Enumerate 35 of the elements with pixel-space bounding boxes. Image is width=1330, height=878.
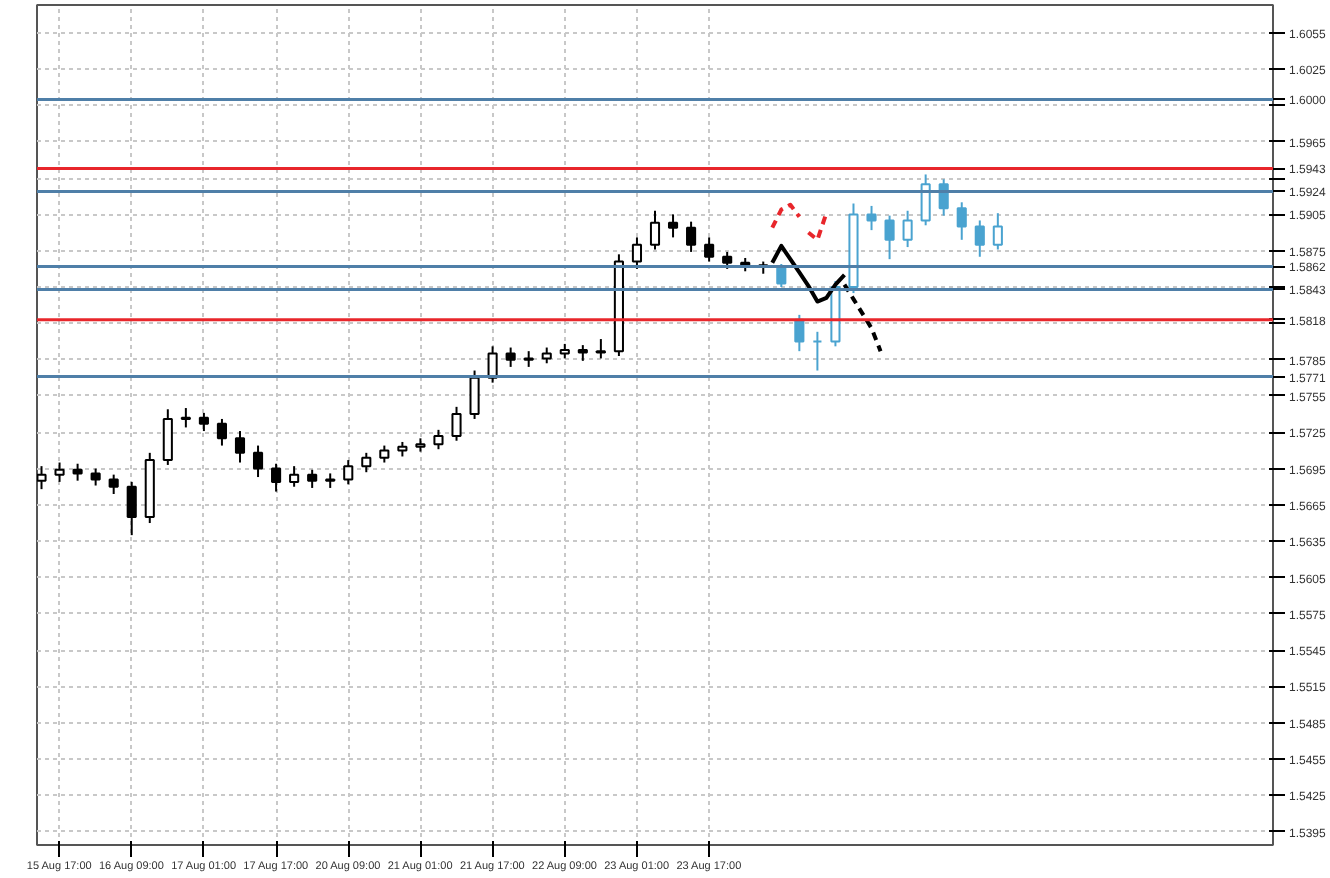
candlestick bbox=[180, 407, 191, 429]
candlestick bbox=[866, 204, 877, 232]
candlestick bbox=[271, 462, 282, 493]
candlestick bbox=[433, 428, 444, 451]
candlestick bbox=[289, 465, 300, 488]
candlestick bbox=[162, 408, 173, 466]
candlestick bbox=[884, 214, 895, 261]
candlestick bbox=[704, 236, 715, 263]
candlestick bbox=[234, 430, 246, 464]
candlestick bbox=[956, 201, 967, 241]
candlestick bbox=[54, 461, 65, 483]
candlestick bbox=[37, 465, 47, 491]
line-series bbox=[770, 243, 847, 304]
candlestick bbox=[252, 444, 264, 479]
candlestick bbox=[108, 473, 119, 495]
candlestick bbox=[126, 480, 137, 537]
candlestick bbox=[451, 405, 462, 442]
candlestick bbox=[686, 220, 697, 253]
line-series bbox=[770, 202, 802, 230]
candlestick bbox=[307, 468, 318, 489]
candlestick bbox=[343, 459, 354, 486]
candlestick bbox=[920, 173, 931, 227]
candlestick bbox=[631, 236, 643, 270]
candlestick bbox=[992, 212, 1003, 251]
candlestick bbox=[198, 411, 209, 433]
candlestick bbox=[649, 209, 661, 251]
candlestick bbox=[902, 209, 913, 249]
candlestick bbox=[595, 338, 606, 360]
candlestick bbox=[974, 219, 985, 258]
line-series bbox=[842, 282, 883, 354]
candlestick bbox=[469, 369, 480, 420]
candlestick bbox=[505, 346, 516, 368]
candlestick bbox=[216, 417, 228, 447]
candlestick bbox=[667, 213, 679, 239]
candlestick bbox=[361, 451, 372, 474]
